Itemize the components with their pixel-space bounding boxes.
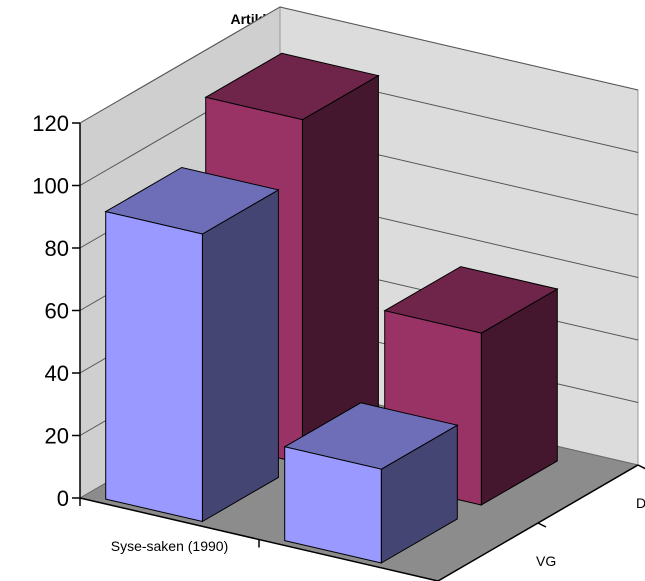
gridline <box>79 6 639 124</box>
y-tick-label: 20 <box>45 424 69 449</box>
y-tick-label: 100 <box>32 174 69 199</box>
bar <box>283 402 459 564</box>
y-tick-label: 60 <box>45 299 69 324</box>
series-label: VG <box>536 553 556 569</box>
axes <box>72 122 645 581</box>
y-tick-label: 80 <box>45 236 69 261</box>
axis-labels: 0 20 40 60 80 100 120 Syse-saken (1990) Tønne-sa… <box>32 111 645 581</box>
bar-front <box>284 446 382 564</box>
series-tick <box>537 522 547 528</box>
y-tick-label: 120 <box>32 111 69 136</box>
bar-front <box>105 210 203 523</box>
series-tick <box>637 464 645 470</box>
category-label: Syse-saken (1990) <box>111 538 229 554</box>
y-tick-label: 0 <box>57 486 69 511</box>
bar <box>104 166 280 523</box>
bar-side <box>201 189 279 523</box>
y-tick-label: 40 <box>45 361 69 386</box>
series-label: Dagbladet <box>636 495 645 511</box>
category-label: Tønne-saken (2002) <box>285 579 412 581</box>
bars <box>104 52 559 564</box>
